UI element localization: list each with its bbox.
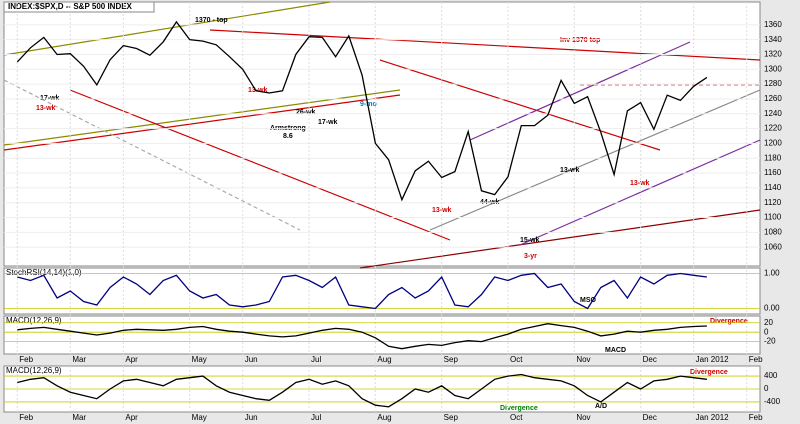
- annotation: 15-wk: [520, 237, 540, 244]
- annotation: Divergence: [690, 369, 728, 376]
- trendline: [3, 1, 331, 56]
- x-tick-label: Jan 2012: [696, 355, 729, 364]
- y-tick-label: 1340: [764, 35, 782, 44]
- stoch-panel: [3, 267, 761, 315]
- x-tick-label: Nov: [576, 355, 590, 364]
- x-tick-label: Jun: [245, 413, 258, 422]
- x-tick-label: Mar: [72, 413, 86, 422]
- y-tick-label: 0: [764, 327, 769, 336]
- x-tick-label: Feb: [19, 355, 33, 364]
- y-tick-label: 1140: [764, 183, 782, 192]
- y-tick-label: 20: [764, 318, 773, 327]
- panel-title: MACD(12,26,9): [6, 366, 62, 375]
- trendline: [469, 41, 691, 141]
- panels: [3, 1, 761, 413]
- x-tick-label: Jul: [311, 355, 321, 364]
- y-tick-label: 0: [764, 384, 769, 393]
- y-tick-label: 0.00: [764, 304, 780, 313]
- y-tick-label: -20: [764, 337, 776, 346]
- y-tick-label: 1100: [764, 213, 782, 222]
- y-tick-label: 1120: [764, 198, 782, 207]
- annotation: 3-yr: [524, 253, 537, 260]
- trendline: [209, 29, 761, 61]
- y-tick-label: 1360: [764, 20, 782, 29]
- y-tick-label: 1060: [764, 242, 782, 251]
- annotation: Inv 1370 top: [560, 37, 600, 44]
- annotation: 8.6: [283, 133, 293, 140]
- x-tick-label: May: [192, 355, 207, 364]
- x-tick-label: Jan 2012: [696, 413, 729, 422]
- trendline: [519, 139, 761, 246]
- annotation: 1370 - top: [195, 17, 228, 24]
- y-tick-label: 1280: [764, 79, 782, 88]
- annotation: 13-wk: [248, 87, 268, 94]
- x-tick-label: Dec: [643, 413, 657, 422]
- y-tick-label: 1220: [764, 124, 782, 133]
- annotation: Divergence: [710, 318, 748, 325]
- trendline: [379, 59, 661, 151]
- x-tick-label: Mar: [72, 355, 86, 364]
- title-box: [3, 1, 155, 13]
- x-tick-label: Oct: [510, 355, 523, 364]
- y-tick-label: 1300: [764, 64, 782, 73]
- y-tick-label: 1260: [764, 94, 782, 103]
- trendline: [3, 79, 301, 231]
- series-line: [17, 323, 707, 350]
- x-tick-label: Jun: [245, 355, 258, 364]
- x-tick-label: Sep: [444, 413, 459, 422]
- y-tick-label: -400: [764, 397, 781, 406]
- x-tick-label: Dec: [643, 355, 657, 364]
- annotation: 17-wk: [40, 95, 60, 102]
- x-tick-label: Feb: [749, 413, 763, 422]
- series-line: [17, 373, 707, 408]
- x-tick-label: Feb: [19, 413, 33, 422]
- annotation: MACD: [605, 347, 626, 354]
- annotation: MSO: [580, 297, 597, 304]
- annotation: Divergence: [500, 405, 538, 412]
- x-tick-label: Apr: [125, 413, 138, 422]
- trendline: [69, 89, 451, 241]
- y-tick-label: 1.00: [764, 269, 780, 278]
- y-tick-label: 400: [764, 371, 778, 380]
- price-panel: [3, 1, 761, 267]
- x-tick-label: Apr: [125, 355, 138, 364]
- y-tick-label: 1320: [764, 50, 782, 59]
- y-tick-label: 1180: [764, 153, 782, 162]
- y-tick-label: 1160: [764, 168, 782, 177]
- x-tick-label: Nov: [576, 413, 590, 422]
- annotation: 26-wk: [296, 109, 316, 116]
- annotation: 17-wk: [318, 119, 338, 126]
- x-tick-label: Feb: [749, 355, 763, 364]
- y-tick-label: 1080: [764, 227, 782, 236]
- x-tick-label: Sep: [444, 355, 459, 364]
- annotation: 13-wk: [630, 180, 650, 187]
- x-tick-label: Aug: [377, 413, 391, 422]
- series-line: [17, 272, 707, 310]
- annotation: A/D: [595, 403, 607, 410]
- x-tick-label: Jul: [311, 413, 321, 422]
- macd-panel: [3, 315, 761, 355]
- series-line: [16, 20, 708, 202]
- annotation: 13-wk: [36, 105, 56, 112]
- y-tick-label: 1240: [764, 109, 782, 118]
- y-tick-label: 1200: [764, 139, 782, 148]
- x-tick-label: Oct: [510, 413, 523, 422]
- annotation: 13-wk: [560, 167, 580, 174]
- x-tick-label: May: [192, 413, 207, 422]
- panel-title: StochRSI(14,14)(1,0): [6, 268, 82, 277]
- trendline: [3, 94, 401, 151]
- x-tick-label: Aug: [377, 355, 391, 364]
- panel-title: MACD(12,26,9): [6, 316, 62, 325]
